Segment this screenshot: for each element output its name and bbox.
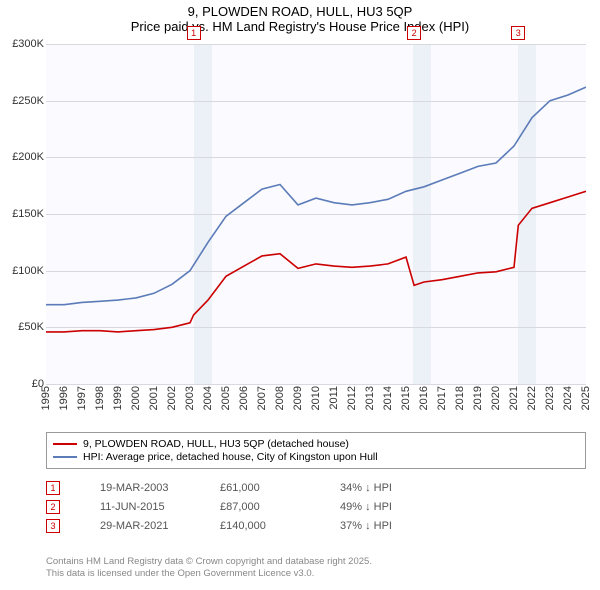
transaction-table: 1 19-MAR-2003 £61,000 34% ↓ HPI 2 11-JUN-2015… bbox=[46, 476, 586, 538]
x-axis-label: 1998 bbox=[94, 386, 106, 410]
x-axis-label: 2012 bbox=[346, 386, 358, 410]
legend-label: 9, PLOWDEN ROAD, HULL, HU3 5QP (detached… bbox=[83, 438, 349, 450]
x-axis-label: 2020 bbox=[490, 386, 502, 410]
transaction-date: 19-MAR-2003 bbox=[70, 482, 210, 494]
property-line bbox=[46, 191, 586, 332]
y-axis-label: £250K bbox=[2, 95, 44, 107]
transaction-row: 2 11-JUN-2015 £87,000 49% ↓ HPI bbox=[46, 500, 586, 514]
title-line-1: 9, PLOWDEN ROAD, HULL, HU3 5QP bbox=[0, 4, 600, 19]
transaction-price: £140,000 bbox=[220, 520, 330, 532]
x-axis-label: 2007 bbox=[256, 386, 268, 410]
hpi-line bbox=[46, 87, 586, 305]
x-axis-label: 2014 bbox=[382, 386, 394, 410]
y-axis-label: £50K bbox=[2, 321, 44, 333]
y-axis-label: £300K bbox=[2, 38, 44, 50]
legend-box: 9, PLOWDEN ROAD, HULL, HU3 5QP (detached… bbox=[46, 432, 586, 469]
transaction-date: 29-MAR-2021 bbox=[70, 520, 210, 532]
transaction-date: 11-JUN-2015 bbox=[70, 501, 210, 513]
x-axis-label: 2017 bbox=[436, 386, 448, 410]
x-axis-label: 2011 bbox=[328, 386, 340, 410]
legend-label: HPI: Average price, detached house, City… bbox=[83, 451, 378, 463]
y-axis-label: £150K bbox=[2, 208, 44, 220]
x-axis-label: 2001 bbox=[148, 386, 160, 410]
footer-attribution: Contains HM Land Registry data © Crown c… bbox=[46, 556, 372, 581]
title-line-2: Price paid vs. HM Land Registry's House … bbox=[0, 19, 600, 34]
y-axis-label: £200K bbox=[2, 151, 44, 163]
x-axis-label: 1996 bbox=[58, 386, 70, 410]
x-axis-label: 2015 bbox=[400, 386, 412, 410]
transaction-delta: 34% ↓ HPI bbox=[340, 482, 586, 494]
legend-swatch bbox=[53, 456, 77, 458]
x-axis-label: 2004 bbox=[202, 386, 214, 410]
transaction-price: £87,000 bbox=[220, 501, 330, 513]
x-axis-label: 1997 bbox=[76, 386, 88, 410]
transaction-row: 1 19-MAR-2003 £61,000 34% ↓ HPI bbox=[46, 481, 586, 495]
x-axis-label: 2006 bbox=[238, 386, 250, 410]
transaction-price: £61,000 bbox=[220, 482, 330, 494]
x-axis-label: 1995 bbox=[40, 386, 52, 410]
legend-item: 9, PLOWDEN ROAD, HULL, HU3 5QP (detached… bbox=[53, 438, 579, 450]
x-axis-label: 2009 bbox=[292, 386, 304, 410]
legend-swatch bbox=[53, 443, 77, 445]
transaction-marker: 1 bbox=[187, 26, 201, 40]
footer-line-1: Contains HM Land Registry data © Crown c… bbox=[46, 556, 372, 568]
x-axis-label: 2019 bbox=[472, 386, 484, 410]
y-gridline bbox=[46, 384, 586, 385]
x-axis-label: 2010 bbox=[310, 386, 322, 410]
x-axis-label: 2002 bbox=[166, 386, 178, 410]
transaction-delta: 37% ↓ HPI bbox=[340, 520, 586, 532]
x-axis-label: 2003 bbox=[184, 386, 196, 410]
x-axis-label: 2023 bbox=[544, 386, 556, 410]
footer-line-2: This data is licensed under the Open Gov… bbox=[46, 568, 372, 580]
transaction-marker-small: 1 bbox=[46, 481, 60, 495]
transaction-delta: 49% ↓ HPI bbox=[340, 501, 586, 513]
x-axis-label: 2018 bbox=[454, 386, 466, 410]
transaction-row: 3 29-MAR-2021 £140,000 37% ↓ HPI bbox=[46, 519, 586, 533]
x-axis-label: 1999 bbox=[112, 386, 124, 410]
x-axis-label: 2022 bbox=[526, 386, 538, 410]
x-axis-label: 2000 bbox=[130, 386, 142, 410]
x-axis-label: 2025 bbox=[580, 386, 592, 410]
x-axis-label: 2008 bbox=[274, 386, 286, 410]
transaction-marker: 2 bbox=[407, 26, 421, 40]
chart-plot-area bbox=[46, 44, 586, 384]
x-axis-label: 2024 bbox=[562, 386, 574, 410]
x-axis-label: 2005 bbox=[220, 386, 232, 410]
x-axis-label: 2013 bbox=[364, 386, 376, 410]
transaction-marker: 3 bbox=[511, 26, 525, 40]
chart-lines bbox=[46, 44, 586, 384]
transaction-marker-small: 3 bbox=[46, 519, 60, 533]
chart-title: 9, PLOWDEN ROAD, HULL, HU3 5QP Price pai… bbox=[0, 0, 600, 36]
y-axis-label: £100K bbox=[2, 265, 44, 277]
legend-item: HPI: Average price, detached house, City… bbox=[53, 451, 579, 463]
transaction-marker-small: 2 bbox=[46, 500, 60, 514]
y-axis-label: £0 bbox=[2, 378, 44, 390]
x-axis-label: 2021 bbox=[508, 386, 520, 410]
x-axis-label: 2016 bbox=[418, 386, 430, 410]
